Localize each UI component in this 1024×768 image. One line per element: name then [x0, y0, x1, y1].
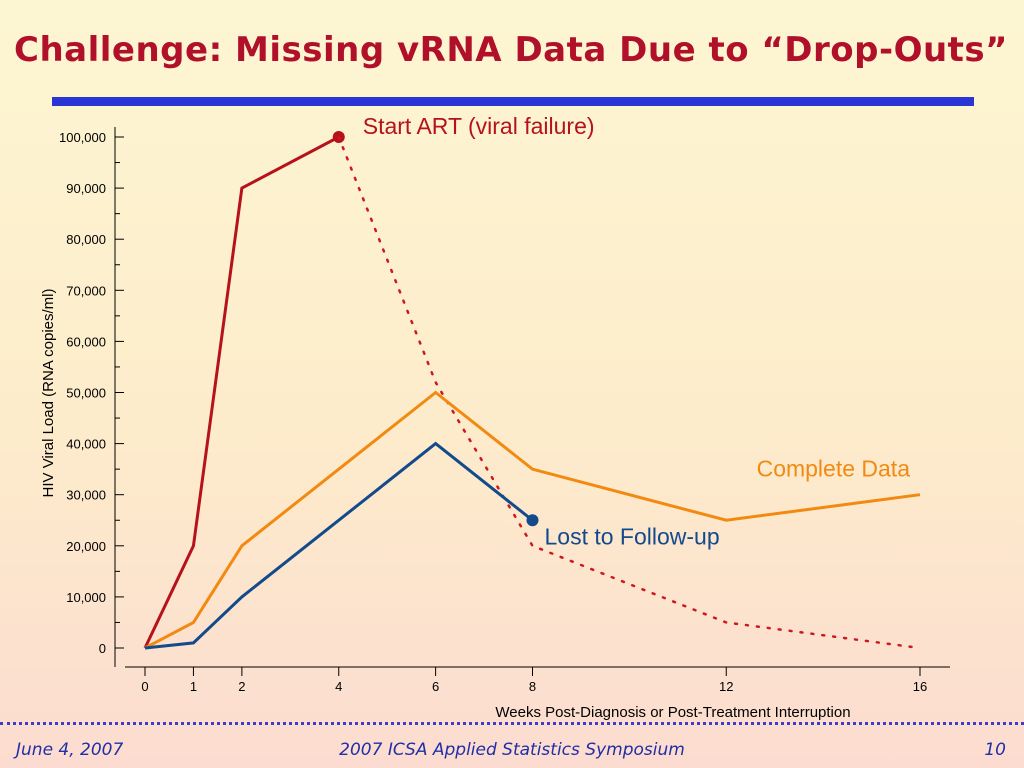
x-tick-label: 2 — [238, 679, 245, 694]
y-tick-label: 20,000 — [66, 539, 106, 554]
slide-title: Challenge: Missing vRNA Data Due to “Dro… — [14, 30, 1009, 70]
x-tick-label: 4 — [335, 679, 342, 694]
annotation-label: Complete Data — [757, 456, 911, 482]
footer-divider — [0, 722, 1024, 725]
y-tick-label: 70,000 — [66, 283, 106, 298]
x-tick-label: 12 — [719, 679, 733, 694]
annotation-label: Start ART (viral failure) — [363, 113, 595, 139]
footer-date: June 4, 2007 — [16, 740, 124, 760]
chart-labels: Start ART (viral failure) Complete Data Lo… — [363, 113, 910, 549]
y-axis-title: HIV Viral Load (RNA copies/ml) — [40, 289, 57, 498]
series-line-start-art-viral-failure — [143, 135, 340, 649]
x-axis-title: Weeks Post-Diagnosis or Post-Treatment I… — [495, 704, 850, 721]
series-line-lost-to-follow-up — [144, 441, 534, 650]
x-tick-label: 0 — [141, 679, 148, 694]
annotation-label: Lost to Follow-up — [545, 523, 720, 549]
chart-series — [143, 131, 922, 650]
title-underline — [52, 97, 974, 106]
y-tick-label: 40,000 — [66, 437, 106, 452]
x-tick-label: 8 — [529, 679, 536, 694]
footer-event: 2007 ICSA Applied Statistics Symposium — [339, 740, 685, 760]
y-tick-label: 30,000 — [66, 488, 106, 503]
x-tick-label: 6 — [432, 679, 439, 694]
x-tick-label: 16 — [913, 679, 927, 694]
y-tick-label: 80,000 — [66, 232, 106, 247]
footer-page-number: 10 — [984, 740, 1006, 760]
y-tick-label: 100,000 — [59, 130, 106, 145]
x-tick-label: 1 — [190, 679, 197, 694]
y-tick-label: 0 — [99, 641, 106, 656]
series-line-complete-data — [144, 390, 921, 650]
y-tick-label: 60,000 — [66, 334, 106, 349]
chart-axes: 0 10,000 20,000 30,000 40,000 50,000 60,000 70,… — [40, 127, 950, 721]
series-line-projection-dotted — [337, 135, 922, 650]
y-tick-label: 90,000 — [66, 181, 106, 196]
y-tick-label: 10,000 — [66, 590, 106, 605]
series-end-marker — [526, 514, 539, 527]
y-tick-label: 50,000 — [66, 386, 106, 401]
